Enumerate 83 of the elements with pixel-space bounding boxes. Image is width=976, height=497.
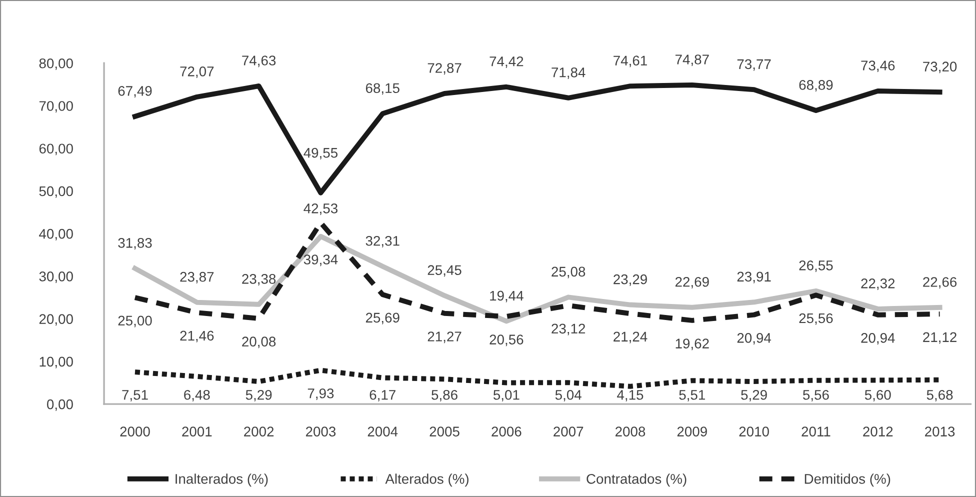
data-label: 21,46 <box>180 330 214 342</box>
data-label: 68,15 <box>366 83 400 95</box>
y-tick-label: 40,00 <box>39 228 73 240</box>
data-label: 21,12 <box>923 332 956 344</box>
x-tick-label: 2005 <box>430 426 460 436</box>
x-tick-label: 2012 <box>863 426 893 436</box>
data-label: 31,83 <box>118 238 152 250</box>
data-label: 5,29 <box>246 390 272 402</box>
data-label: 49,55 <box>304 148 338 160</box>
data-label: 22,69 <box>675 276 709 288</box>
data-label: 25,45 <box>428 265 462 277</box>
data-label: 67,49 <box>118 86 152 98</box>
y-tick-label: 20,00 <box>39 314 73 326</box>
data-label: 19,44 <box>490 290 524 302</box>
data-label: 74,61 <box>614 56 647 68</box>
x-tick-label: 2002 <box>244 426 274 436</box>
data-label: 23,29 <box>614 274 647 286</box>
data-label: 5,29 <box>741 390 767 402</box>
data-label: 20,94 <box>861 333 895 344</box>
data-label: 5,51 <box>679 390 705 402</box>
legend-label: Alterados (%) <box>385 474 468 487</box>
data-label: 7,51 <box>122 390 148 402</box>
data-label: 6,17 <box>370 390 396 402</box>
data-label: 22,32 <box>861 278 895 290</box>
data-label: 25,69 <box>366 312 400 324</box>
x-tick-label: 2006 <box>492 426 522 436</box>
x-tick-label: 2009 <box>677 426 707 436</box>
data-label: 26,55 <box>799 260 833 272</box>
data-label: 5,01 <box>493 390 520 402</box>
data-label: 72,07 <box>180 66 214 78</box>
x-tick-label: 2011 <box>802 426 830 436</box>
data-label: 23,87 <box>180 272 214 284</box>
x-tick-label: 2004 <box>368 426 398 436</box>
data-label: 20,56 <box>490 334 524 346</box>
data-label: 5,56 <box>803 390 829 402</box>
data-label: 73,20 <box>923 62 957 74</box>
data-label: 25,56 <box>799 313 833 325</box>
y-tick-label: 60,00 <box>39 144 73 156</box>
legend-label: Inalterados (%) <box>176 474 268 487</box>
data-label: 71,84 <box>552 67 586 79</box>
x-tick-label: 2010 <box>739 426 769 436</box>
y-tick-label: 10,00 <box>40 356 73 368</box>
data-label: 21,27 <box>428 332 462 344</box>
x-tick-label: 2001 <box>182 426 212 436</box>
data-label: 19,62 <box>676 338 709 350</box>
data-label: 73,46 <box>861 60 895 72</box>
data-label: 42,53 <box>304 204 338 215</box>
data-label: 74,42 <box>490 56 524 68</box>
y-tick-label: 30,00 <box>39 272 73 284</box>
data-label: 7,93 <box>308 388 334 400</box>
y-tick-label: 80,00 <box>39 58 73 70</box>
data-label: 32,31 <box>366 236 400 248</box>
data-label: 22,66 <box>923 277 957 289</box>
x-tick-label: 2007 <box>554 426 584 436</box>
data-label: 5,04 <box>555 390 582 402</box>
data-label: 23,12 <box>552 324 586 336</box>
data-label: 6,48 <box>184 390 210 402</box>
y-tick-label: 0,00 <box>47 399 73 411</box>
data-label: 4,15 <box>617 390 644 402</box>
data-label: 74,63 <box>242 56 276 68</box>
data-label: 5,60 <box>864 390 891 402</box>
data-label: 39,34 <box>304 254 338 266</box>
data-label: 23,91 <box>737 272 771 284</box>
x-tick-label: 2003 <box>306 426 336 436</box>
data-label: 5,68 <box>926 390 953 402</box>
data-label: 21,24 <box>614 332 648 344</box>
data-label: 20,94 <box>737 333 772 344</box>
x-tick-label: 2008 <box>615 426 646 436</box>
data-label: 68,89 <box>799 80 833 92</box>
data-label: 74,87 <box>675 54 709 66</box>
x-tick-label: 2000 <box>120 426 150 436</box>
y-tick-label: 50,00 <box>39 186 73 198</box>
data-label: 73,77 <box>737 59 771 71</box>
data-label: 72,87 <box>428 63 462 75</box>
data-label: 25,08 <box>552 266 586 278</box>
data-label: 5,86 <box>432 390 458 402</box>
legend-label: Demitidos (%) <box>804 474 890 487</box>
x-tick-label: 2013 <box>925 426 955 436</box>
data-label: 25,00 <box>118 316 152 328</box>
data-label: 20,08 <box>242 336 276 348</box>
y-tick-label: 70,00 <box>39 101 73 113</box>
legend-label: Contratados (%) <box>586 474 686 487</box>
data-label: 23,38 <box>242 274 276 286</box>
